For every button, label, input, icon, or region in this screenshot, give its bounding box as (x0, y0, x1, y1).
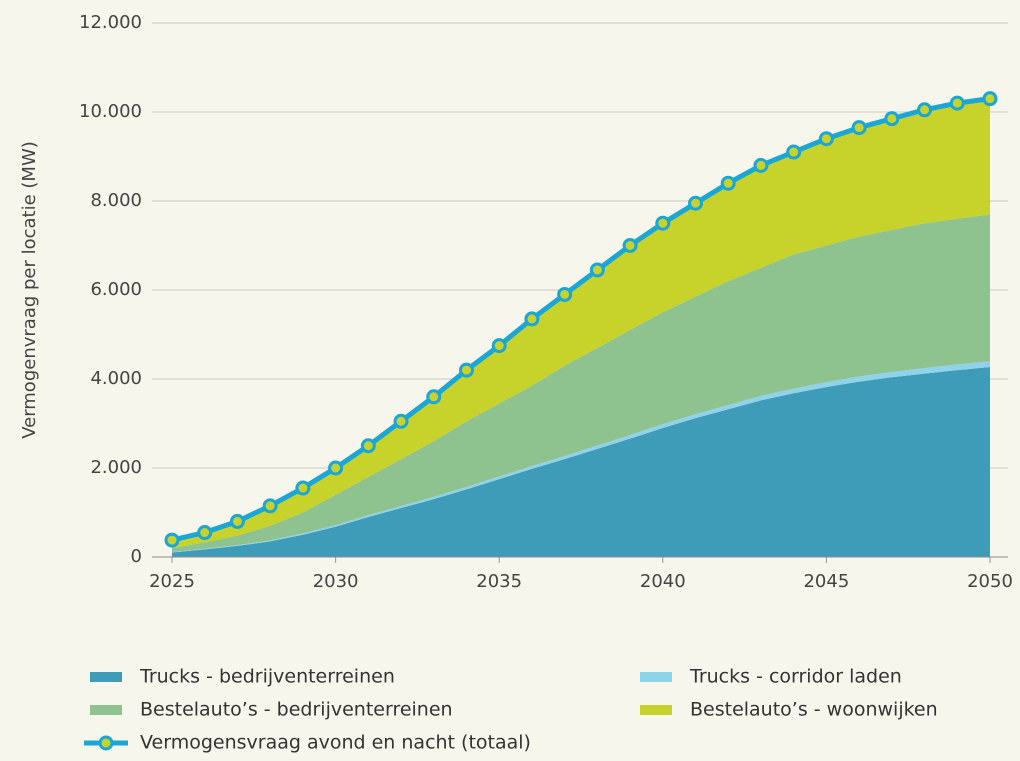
line-marker (524, 311, 540, 327)
area (172, 214, 990, 553)
line-marker (295, 480, 311, 496)
line-marker (622, 238, 638, 253)
area (172, 366, 990, 557)
line-marker (491, 338, 507, 354)
x-tick-label: 2050 (967, 571, 1013, 592)
legend-swatch (90, 705, 122, 715)
legend-swatch (90, 672, 122, 682)
legend-marker (98, 735, 114, 751)
line-marker (458, 362, 474, 378)
y-axis-label: Vermogenvraag per locatie (MW) (19, 141, 40, 439)
y-tick-label: 6.000 (90, 279, 142, 300)
line-marker (949, 95, 965, 111)
line-marker (851, 120, 867, 136)
legend-swatch (640, 705, 672, 715)
line-marker (917, 102, 933, 118)
legend-label: Bestelauto’s - bedrijventerreinen (140, 699, 453, 721)
line-marker (229, 513, 245, 529)
x-tick-label: 2025 (149, 571, 195, 592)
legend-label: Trucks - bedrijventerreinen (139, 666, 395, 688)
line-marker (393, 413, 409, 429)
line-marker (982, 91, 998, 107)
line-marker (328, 460, 344, 476)
legend-label: Trucks - corridor laden (689, 666, 902, 688)
x-tick-label: 2030 (313, 571, 359, 592)
x-tick-label: 2045 (803, 571, 849, 592)
line-marker (589, 262, 605, 278)
line-marker (818, 131, 834, 147)
line-marker (197, 525, 213, 541)
y-tick-label: 2.000 (90, 457, 142, 478)
line-marker (426, 389, 442, 405)
y-tick-label: 12.000 (79, 12, 142, 33)
y-tick-label: 0 (131, 546, 142, 567)
line-marker (884, 111, 900, 127)
area (172, 98, 990, 549)
line-marker (557, 286, 573, 302)
y-tick-label: 8.000 (90, 190, 142, 211)
line-marker (360, 438, 376, 454)
y-tick-label: 10.000 (79, 101, 142, 122)
x-tick-label: 2040 (640, 571, 686, 592)
legend-label: Vermogensvraag avond en nacht (totaal) (140, 732, 531, 754)
line-marker (753, 157, 769, 173)
line-marker (164, 532, 180, 548)
line-marker (262, 498, 278, 514)
line-marker (786, 144, 802, 160)
line-marker (655, 215, 671, 231)
line-marker (688, 195, 704, 211)
x-tick-label: 2035 (476, 571, 522, 592)
line-marker (720, 175, 736, 191)
legend-swatch (640, 672, 672, 682)
y-tick-label: 4.000 (90, 368, 142, 389)
legend-label: Bestelauto’s - woonwijken (690, 699, 938, 721)
